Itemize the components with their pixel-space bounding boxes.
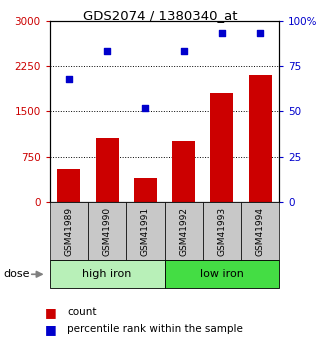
- Bar: [164, 260, 279, 288]
- Text: dose: dose: [3, 269, 30, 279]
- Text: GSM41990: GSM41990: [103, 207, 112, 256]
- Text: low iron: low iron: [200, 269, 244, 279]
- Point: [143, 105, 148, 110]
- Text: GSM41993: GSM41993: [217, 207, 226, 256]
- Text: GDS2074 / 1380340_at: GDS2074 / 1380340_at: [83, 9, 238, 22]
- Bar: [241, 202, 279, 260]
- Text: GSM41994: GSM41994: [256, 207, 265, 256]
- Bar: [88, 202, 126, 260]
- Bar: [96, 138, 118, 202]
- Bar: [50, 202, 88, 260]
- Point: [257, 31, 263, 36]
- Text: GSM41992: GSM41992: [179, 207, 188, 256]
- Bar: [50, 260, 164, 288]
- Point: [181, 49, 186, 54]
- Point: [219, 31, 224, 36]
- Text: percentile rank within the sample: percentile rank within the sample: [67, 325, 243, 334]
- Text: count: count: [67, 307, 97, 317]
- Text: GSM41991: GSM41991: [141, 207, 150, 256]
- Bar: [57, 169, 80, 202]
- Text: ■: ■: [45, 323, 57, 336]
- Bar: [134, 178, 157, 202]
- Text: GSM41989: GSM41989: [65, 207, 74, 256]
- Bar: [126, 202, 164, 260]
- Bar: [164, 202, 203, 260]
- Bar: [211, 93, 233, 202]
- Point: [105, 49, 110, 54]
- Text: ■: ■: [45, 306, 57, 319]
- Bar: [249, 75, 272, 202]
- Bar: [203, 202, 241, 260]
- Point: [66, 76, 72, 81]
- Bar: [172, 141, 195, 202]
- Text: high iron: high iron: [82, 269, 132, 279]
